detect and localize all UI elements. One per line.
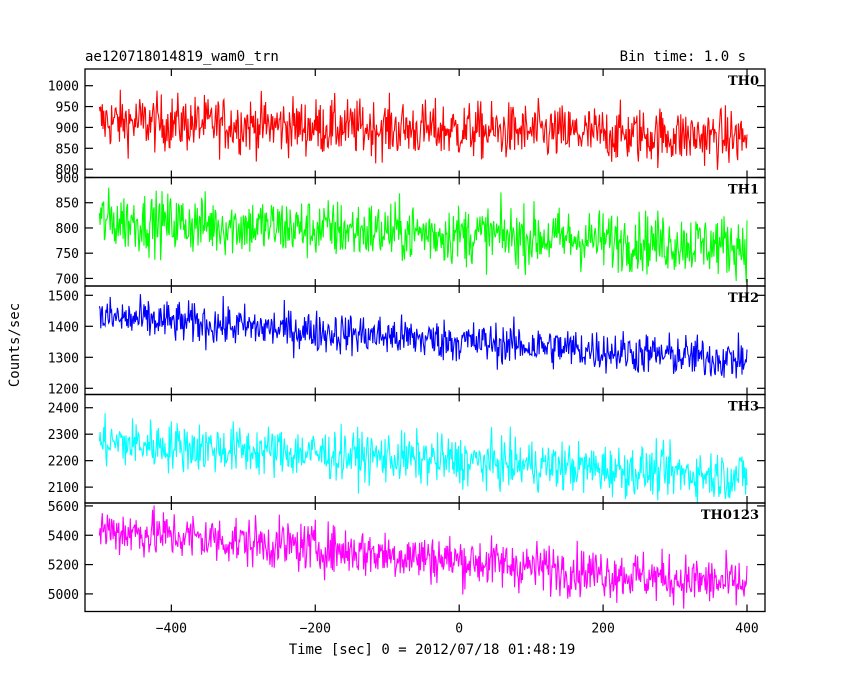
panel-th3: 2100 2200 2300 2400 TH3 xyxy=(48,393,766,504)
x-tick-label: −200 xyxy=(300,622,331,637)
y-tick-label: 2200 xyxy=(48,455,79,470)
y-tick-label: 900 xyxy=(56,172,79,187)
bin-time-label: Bin time: 1.0 s xyxy=(620,49,746,65)
x-tick-label: 0 xyxy=(455,622,463,637)
chart-title: ae120718014819_wam0_trn xyxy=(85,49,279,65)
x-tick-label: 400 xyxy=(735,622,758,637)
y-tick-label: 2100 xyxy=(48,481,79,496)
panel-label-th3: TH3 xyxy=(728,400,759,415)
y-tick-label: 1000 xyxy=(48,80,79,95)
y-tick-label: 900 xyxy=(56,121,79,136)
series-line-th1 xyxy=(98,187,748,283)
y-tick-label: 5200 xyxy=(48,559,79,574)
y-tick-label: 5000 xyxy=(48,588,79,603)
y-tick-label: 2300 xyxy=(48,428,79,443)
panel-th0123: 5000 5200 5400 5600 TH0123 xyxy=(48,500,766,613)
y-tick-label: 700 xyxy=(56,272,79,287)
panel-th2: 1200 1300 1400 1500 TH2 xyxy=(48,285,766,397)
x-axis-label: Time [sec] 0 = 2012/07/18 01:48:19 xyxy=(289,642,576,658)
y-tick-label: 1500 xyxy=(48,289,79,304)
y-tick-label: 5600 xyxy=(48,500,79,515)
y-tick-label: 800 xyxy=(56,163,79,178)
panel-label-th2: TH2 xyxy=(728,291,759,306)
y-tick-label: 5400 xyxy=(48,529,79,544)
x-tick-label: −400 xyxy=(156,622,187,637)
y-tick-label: 1200 xyxy=(48,382,79,397)
y-axis-label: Counts/sec xyxy=(7,303,23,387)
panel-label-th0123: TH0123 xyxy=(701,508,759,523)
panel-label-th0: TH0 xyxy=(728,74,759,89)
series-line-th2 xyxy=(98,294,748,379)
y-tick-label: 950 xyxy=(56,101,79,116)
panel-label-th1: TH1 xyxy=(728,183,759,198)
x-axis: −400 −200 0 200 400 xyxy=(156,622,759,637)
panel-th0: 800 850 900 950 1000 TH0 xyxy=(48,68,766,178)
y-tick-label: 800 xyxy=(56,222,79,237)
series-line-th0123 xyxy=(98,505,748,609)
y-tick-label: 750 xyxy=(56,247,79,262)
panel-frame xyxy=(84,502,766,613)
y-tick-label: 1300 xyxy=(48,351,79,366)
y-tick-label: 2400 xyxy=(48,402,79,417)
series-line-th3 xyxy=(98,413,748,503)
x-tick-label: 200 xyxy=(591,622,614,637)
series-line-th0 xyxy=(98,89,748,170)
y-tick-label: 850 xyxy=(56,142,79,157)
panel-th1: 700 750 800 850 900 TH1 xyxy=(56,172,766,287)
y-tick-label: 1400 xyxy=(48,320,79,335)
panels-group: 800 850 900 950 1000 TH0 700 750 800 850 900 TH1 120… xyxy=(48,68,766,613)
y-tick-label: 850 xyxy=(56,197,79,212)
